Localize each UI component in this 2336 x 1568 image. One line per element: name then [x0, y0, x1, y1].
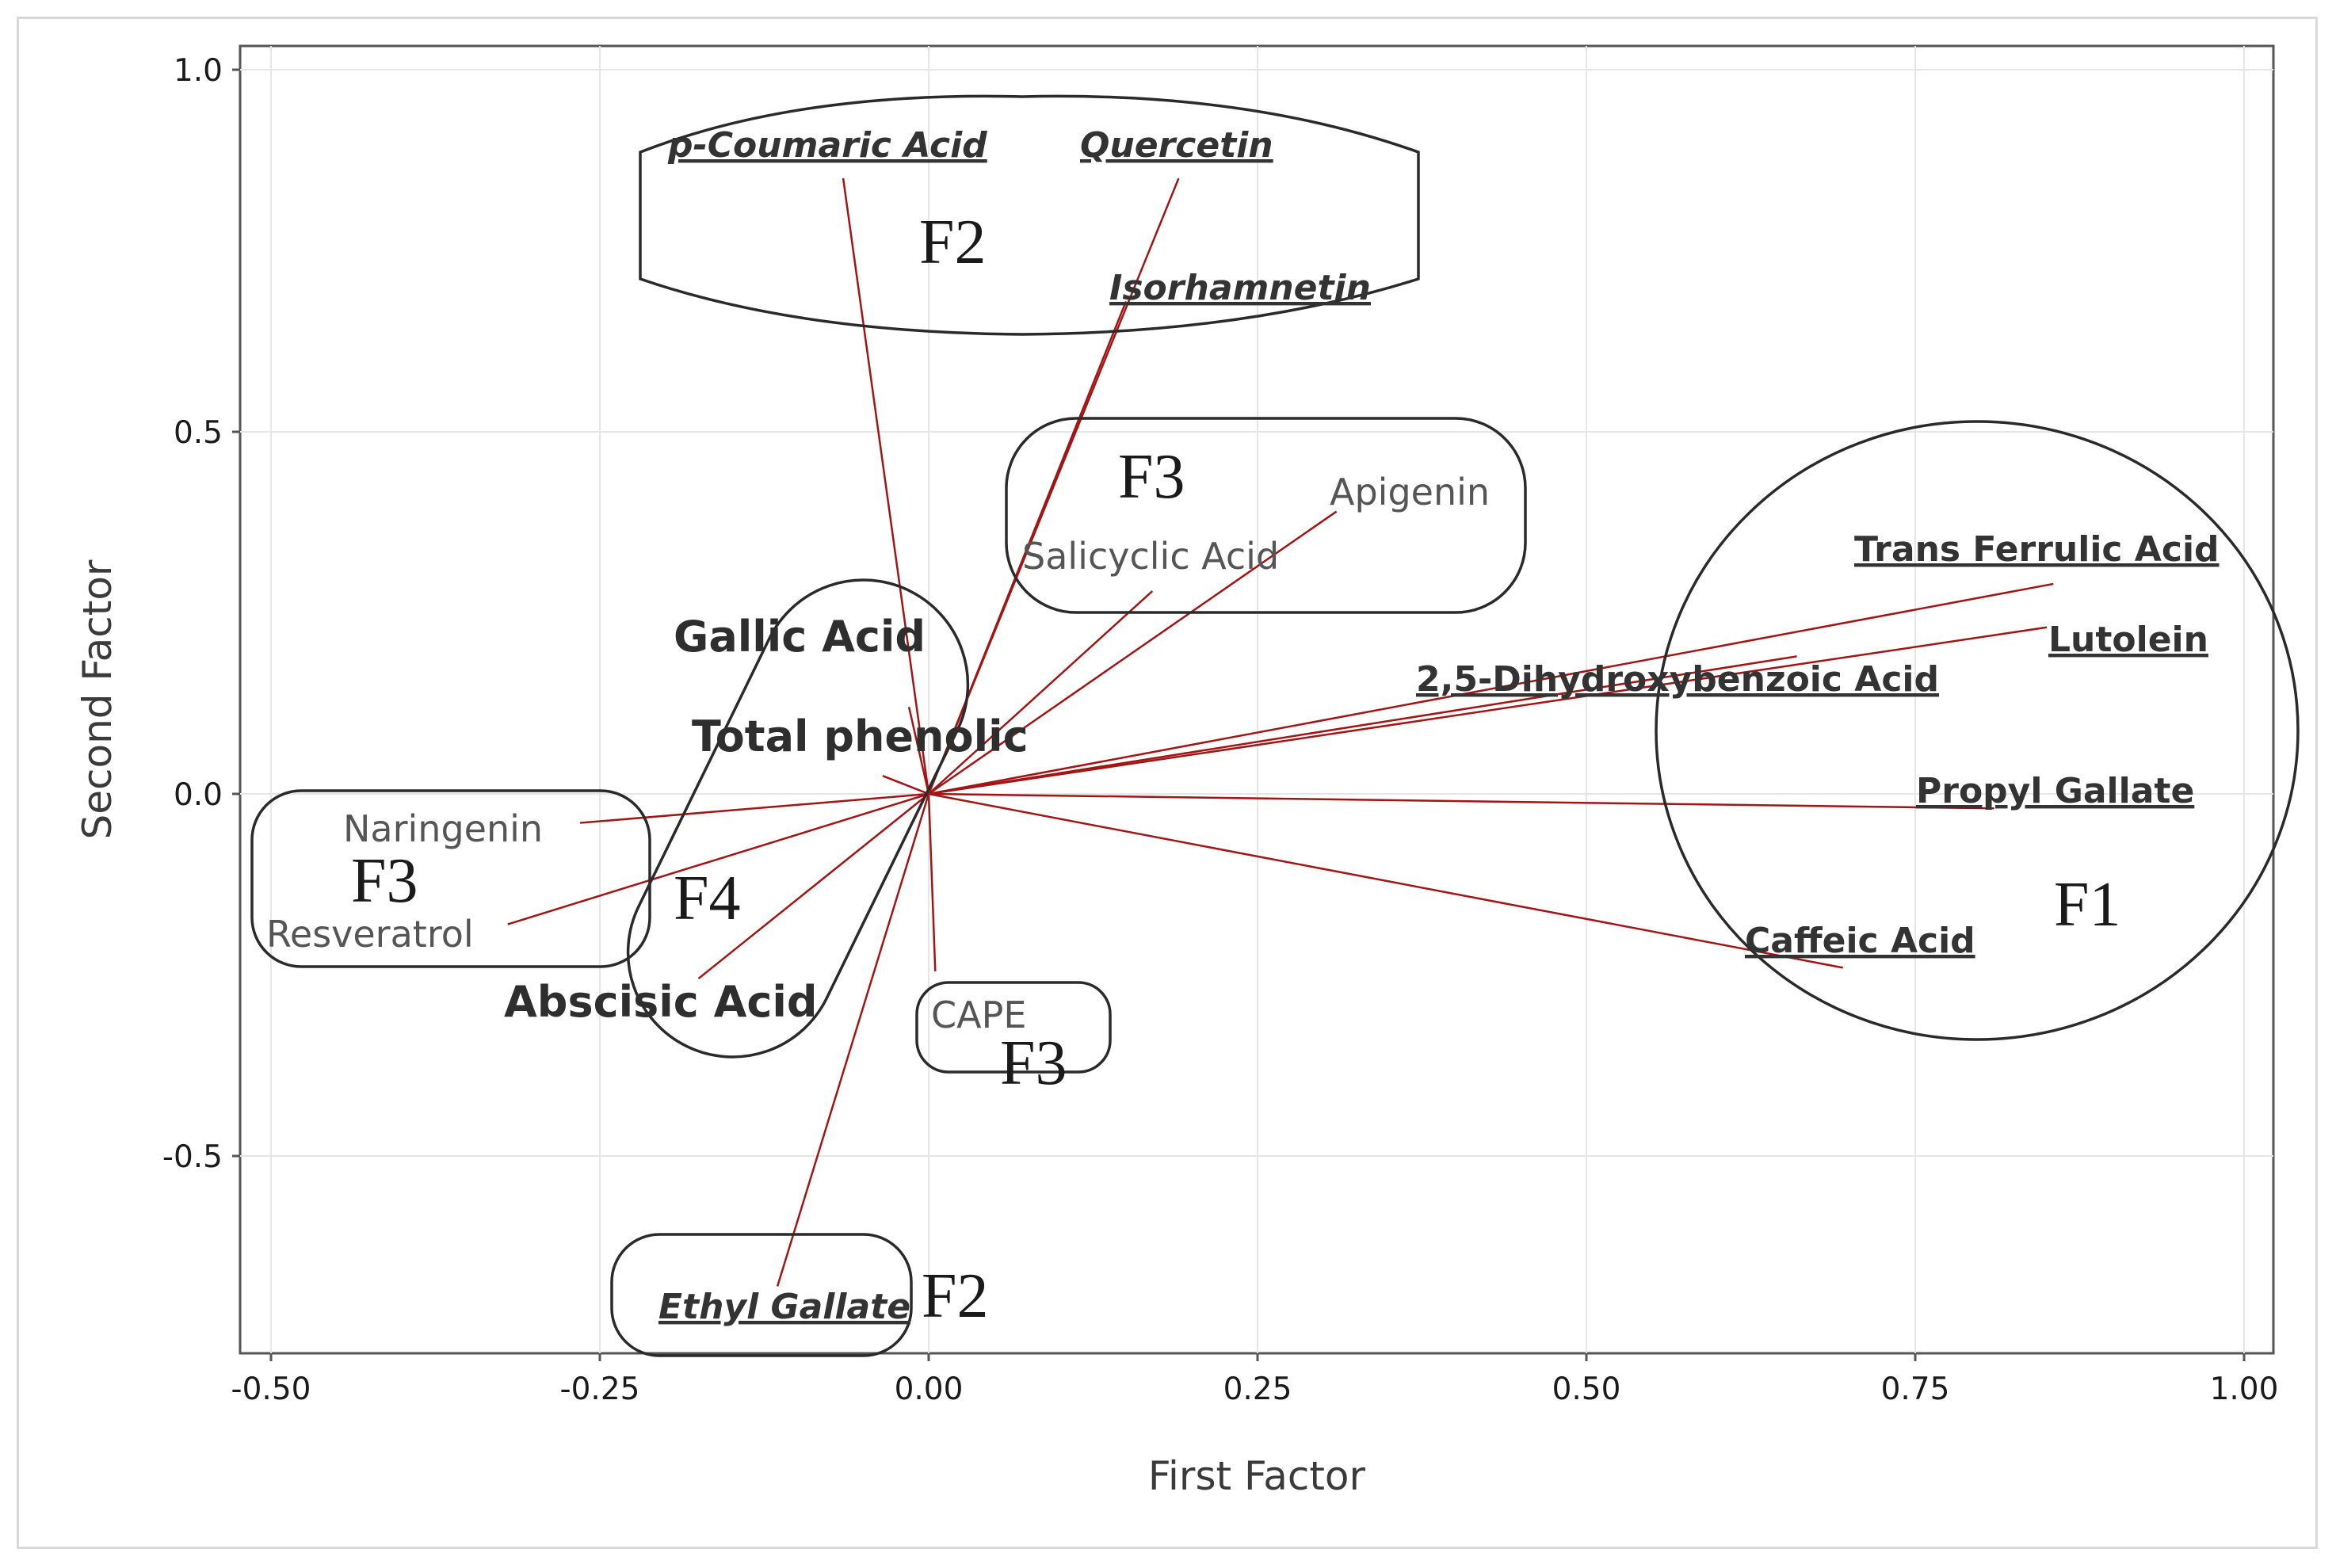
loading-line-trans-ferrulic-acid — [928, 582, 2054, 795]
x-tick-label: 0.50 — [1552, 1372, 1621, 1407]
loading-line-gallic-acid — [907, 707, 930, 795]
group-outline-f1 — [1655, 420, 2300, 1041]
label-dihydroxybenzoic-acid: 2,5-Dihydroxybenzoic Acid — [1416, 659, 1939, 700]
label-total-phenolic: Total phenolic — [692, 712, 1029, 761]
label-gallic-acid: Gallic Acid — [674, 612, 926, 662]
label-caffeic-acid: Caffeic Acid — [1745, 921, 1975, 961]
y-tick-label: -0.5 — [162, 1139, 223, 1175]
label-salicyclic-acid: Salicyclic Acid — [1022, 535, 1279, 578]
factor-label-f2-top: F2 — [919, 208, 987, 277]
group-outline-f2-top — [639, 94, 1420, 336]
factor-label-f4: F4 — [674, 864, 741, 933]
label-trans-ferrulic-acid: Trans Ferrulic Acid — [1854, 529, 2220, 570]
loading-line-isorhamnetin — [927, 301, 1128, 795]
label-p-coumaric-acid: p-Coumaric Acid — [667, 125, 987, 166]
loading-line-resveratrol — [507, 792, 929, 925]
loading-line-ethyl-gallate — [776, 793, 930, 1287]
loading-line-caffeic-acid — [928, 792, 1843, 969]
label-naringenin: Naringenin — [343, 807, 543, 850]
label-quercetin: Quercetin — [1080, 125, 1273, 166]
factor-label-f3-naringenin: F3 — [351, 846, 418, 916]
axis-ticks: -0.50 -0.25 0.00 0.25 0.50 0.75 1.00 -0.5 0.0 0.5… — [162, 53, 2279, 1407]
x-tick-label: 0.25 — [1223, 1372, 1292, 1407]
label-lutolein: Lutolein — [2048, 620, 2208, 660]
group-outline-f4 — [626, 578, 970, 1059]
loading-line-cape — [927, 793, 937, 971]
label-resveratrol: Resveratrol — [266, 913, 474, 956]
loading-line-naringenin — [579, 792, 929, 824]
x-tick-label: -0.50 — [231, 1372, 311, 1407]
grid-lines — [240, 46, 2273, 1353]
group-outline-f2-bottom — [610, 1233, 913, 1357]
factor-label-f2-bottom: F2 — [922, 1261, 989, 1331]
factor-label-f3-apigenin: F3 — [1118, 442, 1185, 512]
group-outline-f3-naringenin — [250, 789, 651, 968]
y-axis-title: Second Factor — [74, 559, 120, 839]
label-apigenin: Apigenin — [1330, 471, 1490, 513]
label-ethyl-gallate: Ethyl Gallate — [658, 1287, 910, 1327]
label-propyl-gallate: Propyl Gallate — [1916, 771, 2194, 811]
y-tick-label: 1.0 — [174, 53, 223, 89]
group-outlines — [250, 94, 2300, 1357]
label-isorhamnetin: Isorhamnetin — [1109, 268, 1371, 308]
label-cape: CAPE — [931, 994, 1026, 1036]
figure-frame — [17, 17, 2318, 1549]
y-tick-label: 0.0 — [174, 777, 223, 813]
variable-labels: p-Coumaric Acid Quercetin Isorhamnetin A… — [266, 125, 2220, 1327]
loading-line-propyl-gallate — [928, 792, 1994, 810]
loading-line-2-5-dihydroxybenzoic-acid — [928, 655, 1797, 795]
factor-label-f1: F1 — [2054, 870, 2121, 940]
x-tick-label: 0.75 — [1881, 1372, 1950, 1407]
group-outline-f3-cape — [915, 981, 1112, 1074]
x-tick-label: 1.00 — [2210, 1372, 2279, 1407]
factor-labels: F2 F3 F1 F4 F3 F3 F2 — [351, 208, 2121, 1331]
loading-line-apigenin — [928, 510, 1338, 795]
loading-line-p-coumaric-acid — [842, 177, 930, 795]
group-outline-f3-apigenin — [1005, 417, 1527, 614]
x-axis-title: First Factor — [1148, 1453, 1366, 1499]
loading-line-abscisic-acid — [697, 793, 929, 980]
loading-line-salicyclic-acid — [928, 590, 1154, 795]
loading-line-lutolein — [928, 626, 2048, 795]
label-abscisic-acid: Abscisic Acid — [504, 977, 818, 1027]
x-tick-label: -0.25 — [560, 1372, 640, 1407]
x-tick-label: 0.00 — [895, 1372, 964, 1407]
loading-line-total-phenolic — [882, 774, 929, 795]
loading-vectors — [507, 177, 2054, 1287]
y-tick-label: 0.5 — [174, 415, 223, 451]
factor-label-f3-cape: F3 — [1000, 1028, 1067, 1098]
